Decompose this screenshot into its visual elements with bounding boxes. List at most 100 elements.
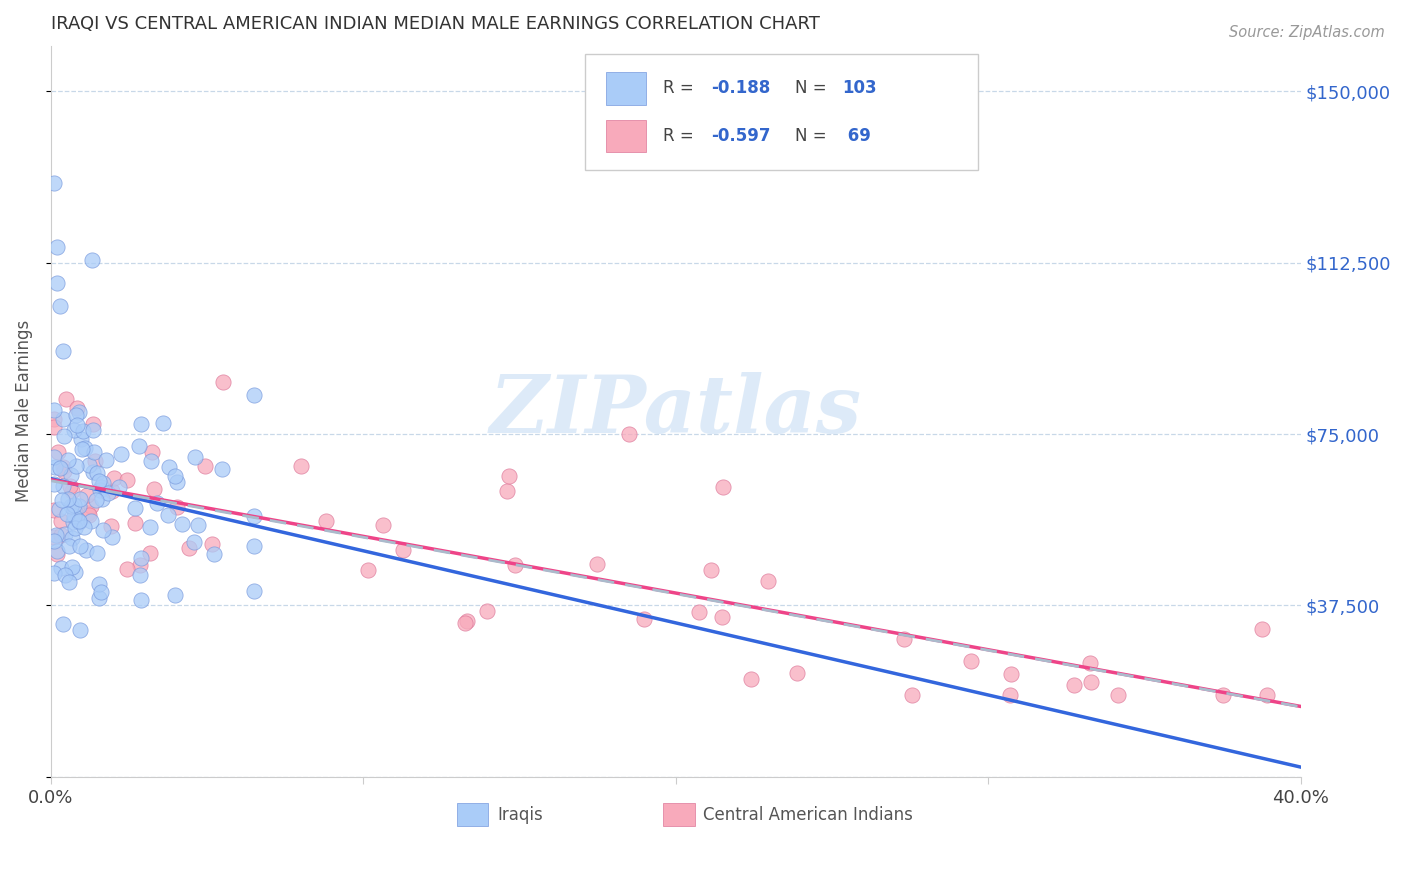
- Point: [998, 688, 1021, 702]
- Point: [46, 240, 69, 254]
- Point: [97, 485, 120, 500]
- Point: [315, 515, 337, 529]
- Point: [138, 520, 160, 534]
- Point: [129, 417, 152, 431]
- Point: [70, 433, 93, 447]
- Point: [711, 609, 734, 624]
- Point: [53, 463, 76, 477]
- Point: [129, 550, 152, 565]
- Point: [63, 565, 86, 579]
- Point: [688, 605, 710, 619]
- Point: [79, 500, 101, 514]
- Point: [170, 516, 193, 531]
- Point: [184, 450, 207, 465]
- Point: [65, 458, 87, 473]
- Text: ZIPatlas: ZIPatlas: [489, 373, 862, 450]
- Text: Central American Indians: Central American Indians: [703, 805, 914, 824]
- Point: [49, 461, 72, 475]
- Point: [699, 563, 721, 577]
- Point: [633, 612, 655, 626]
- Point: [60, 559, 83, 574]
- Point: [60, 499, 83, 513]
- Point: [166, 500, 188, 514]
- Point: [756, 574, 779, 588]
- Point: [66, 512, 89, 526]
- Point: [89, 577, 111, 591]
- FancyBboxPatch shape: [606, 120, 645, 153]
- Point: [82, 423, 104, 437]
- Point: [56, 508, 79, 522]
- Point: [142, 482, 165, 496]
- Point: [44, 403, 66, 417]
- Text: N =: N =: [794, 79, 831, 97]
- Point: [53, 527, 76, 541]
- Point: [101, 530, 124, 544]
- Point: [46, 445, 69, 459]
- Point: [90, 584, 112, 599]
- Point: [44, 531, 66, 545]
- Point: [52, 460, 75, 475]
- Point: [76, 488, 98, 502]
- Point: [86, 466, 108, 480]
- Point: [124, 516, 146, 531]
- Point: [75, 442, 97, 456]
- Point: [503, 558, 526, 572]
- Y-axis label: Median Male Earnings: Median Male Earnings: [15, 320, 32, 502]
- Point: [69, 539, 91, 553]
- Point: [44, 412, 66, 426]
- Point: [46, 277, 69, 291]
- Point: [165, 468, 187, 483]
- Point: [45, 528, 67, 542]
- Point: [51, 514, 73, 528]
- Point: [60, 531, 83, 545]
- Point: [45, 543, 67, 558]
- Point: [94, 453, 117, 467]
- Point: [70, 442, 93, 457]
- Text: -0.597: -0.597: [711, 127, 770, 145]
- Point: [56, 452, 79, 467]
- Point: [44, 450, 66, 464]
- Point: [90, 492, 112, 507]
- Point: [84, 454, 107, 468]
- Point: [91, 523, 114, 537]
- Text: Source: ZipAtlas.com: Source: ZipAtlas.com: [1229, 25, 1385, 40]
- Point: [77, 458, 100, 473]
- Point: [63, 505, 86, 519]
- Text: 103: 103: [842, 79, 877, 97]
- FancyBboxPatch shape: [585, 54, 979, 170]
- Point: [49, 299, 72, 313]
- Point: [477, 604, 499, 618]
- Point: [1000, 667, 1022, 681]
- Point: [138, 546, 160, 560]
- Point: [960, 654, 983, 668]
- Point: [901, 688, 924, 702]
- Point: [67, 405, 90, 419]
- Point: [62, 498, 84, 512]
- Point: [67, 514, 90, 528]
- Point: [141, 445, 163, 459]
- Point: [44, 503, 66, 517]
- Point: [165, 589, 187, 603]
- Point: [66, 417, 89, 432]
- Point: [617, 427, 640, 442]
- Point: [44, 566, 66, 580]
- Point: [110, 447, 132, 461]
- Point: [69, 623, 91, 637]
- Point: [53, 568, 76, 582]
- Point: [211, 375, 233, 389]
- Point: [62, 483, 84, 498]
- Point: [157, 459, 180, 474]
- Point: [48, 501, 70, 516]
- Point: [67, 515, 90, 529]
- Point: [83, 445, 105, 459]
- Point: [72, 424, 94, 438]
- Point: [1063, 678, 1085, 692]
- Point: [52, 412, 75, 426]
- Point: [166, 475, 188, 490]
- Point: [49, 561, 72, 575]
- Point: [456, 614, 478, 628]
- Point: [202, 547, 225, 561]
- Point: [786, 665, 808, 680]
- FancyBboxPatch shape: [606, 72, 645, 104]
- Point: [201, 537, 224, 551]
